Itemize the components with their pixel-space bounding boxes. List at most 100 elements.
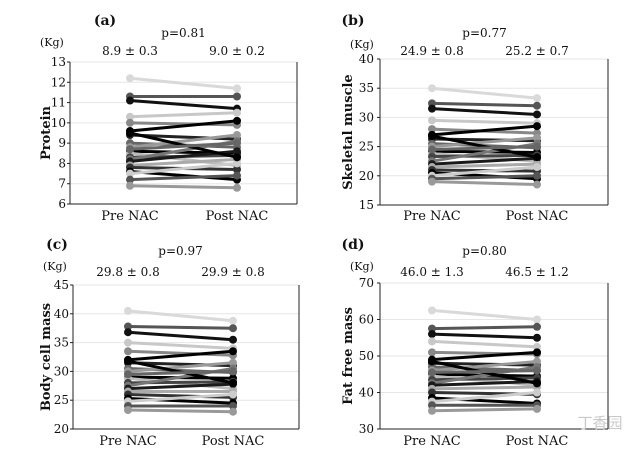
point-post [233, 131, 241, 140]
point-post [533, 357, 541, 366]
x-tick-label: Post NAC [206, 209, 269, 224]
series-line [126, 361, 235, 373]
p-value: p=0.81 [161, 26, 205, 40]
series-line [430, 325, 539, 331]
point-post [533, 122, 541, 131]
point-pre [124, 322, 132, 331]
point-post [533, 342, 541, 351]
point-pre [124, 338, 132, 347]
y-tick-label: 50 [359, 349, 374, 363]
point-pre [124, 370, 132, 379]
panel-d: 30 40 50 60 70 (d) p=0.80 (Kg) 46.0 ± 1.3 46.5 ± … [341, 237, 609, 449]
series-line [128, 157, 239, 167]
series-line [126, 382, 235, 391]
series-line [430, 339, 539, 349]
series-line [126, 309, 235, 323]
point-pre [126, 169, 134, 178]
point-post [233, 147, 241, 156]
point-pre [428, 330, 436, 339]
point-post [233, 159, 241, 168]
x-tick-label: Pre NAC [403, 434, 461, 449]
series-line [430, 86, 539, 100]
point-pre [126, 118, 134, 127]
unit-label: (Kg) [43, 260, 67, 273]
x-tick-label: Post NAC [506, 434, 569, 449]
series-line [430, 369, 539, 374]
y-axis-title: Fat free mass [341, 307, 356, 405]
y-tick-label: 35 [54, 336, 69, 350]
series-line [430, 153, 539, 159]
point-post [229, 378, 237, 387]
point-pre [126, 181, 134, 190]
point-post [533, 333, 541, 342]
point-post [229, 324, 237, 333]
y-tick-label: 70 [359, 276, 374, 290]
series-line [128, 174, 239, 182]
point-post [533, 366, 541, 375]
series-line [128, 184, 239, 190]
series-line [430, 101, 539, 108]
point-pre [428, 401, 436, 410]
x-tick-label: Pre NAC [99, 434, 157, 449]
point-pre [428, 104, 436, 113]
point-pre [428, 406, 436, 415]
point-post [229, 390, 237, 399]
y-tick-label: 20 [54, 422, 69, 436]
y-tick-label: 30 [359, 110, 374, 124]
point-post [533, 110, 541, 119]
point-pre [428, 368, 436, 377]
series-line [430, 180, 539, 187]
unit-label: (Kg) [40, 36, 64, 49]
point-post [233, 92, 241, 101]
point-post [233, 165, 241, 174]
point-post [233, 183, 241, 192]
point-post [229, 347, 237, 356]
point-post [533, 101, 541, 110]
point-pre [126, 175, 134, 184]
series-line [126, 324, 235, 330]
y-tick-label: 6 [58, 197, 66, 211]
point-post [233, 139, 241, 148]
x-tick-label: Pre NAC [101, 209, 159, 224]
point-post [233, 84, 241, 93]
panel-c: 20 25 30 35 40 45 (c) p=0.97 (Kg) 29.8 ± 0.8 29.9 … [39, 237, 300, 449]
group-mean-label: 9.0 ± 0.2 [209, 44, 265, 58]
point-pre [428, 84, 436, 93]
point-post [533, 163, 541, 172]
group-mean-label: 46.5 ± 1.2 [505, 265, 569, 279]
group-mean-label: 25.2 ± 0.7 [505, 44, 569, 58]
point-post [233, 116, 241, 125]
series-line [430, 174, 539, 181]
y-tick-label: 40 [54, 307, 69, 321]
point-pre [126, 74, 134, 83]
series-line [126, 369, 235, 376]
point-pre [124, 306, 132, 315]
point-pre [428, 116, 436, 125]
series-line [128, 76, 239, 90]
y-tick-label: 30 [359, 422, 374, 436]
panel-label: (a) [94, 13, 116, 29]
series-line [128, 121, 239, 127]
point-post [533, 94, 541, 103]
series-line [126, 408, 235, 414]
series-line [128, 141, 239, 151]
series-line [430, 359, 539, 373]
point-pre [124, 357, 132, 366]
unit-label: (Kg) [350, 260, 374, 273]
y-tick-label: 30 [54, 364, 69, 378]
point-pre [428, 337, 436, 346]
series-line [430, 136, 539, 149]
point-pre [428, 348, 436, 357]
point-pre [126, 96, 134, 105]
y-tick-label: 13 [51, 55, 66, 69]
series-line [128, 133, 239, 149]
point-pre [124, 347, 132, 356]
series-line [128, 99, 239, 111]
point-post [533, 142, 541, 151]
series-line [126, 349, 235, 357]
point-pre [428, 125, 436, 134]
series-line [430, 332, 539, 340]
series-line [430, 380, 539, 387]
p-value: p=0.97 [158, 244, 202, 258]
series-line [430, 350, 539, 362]
